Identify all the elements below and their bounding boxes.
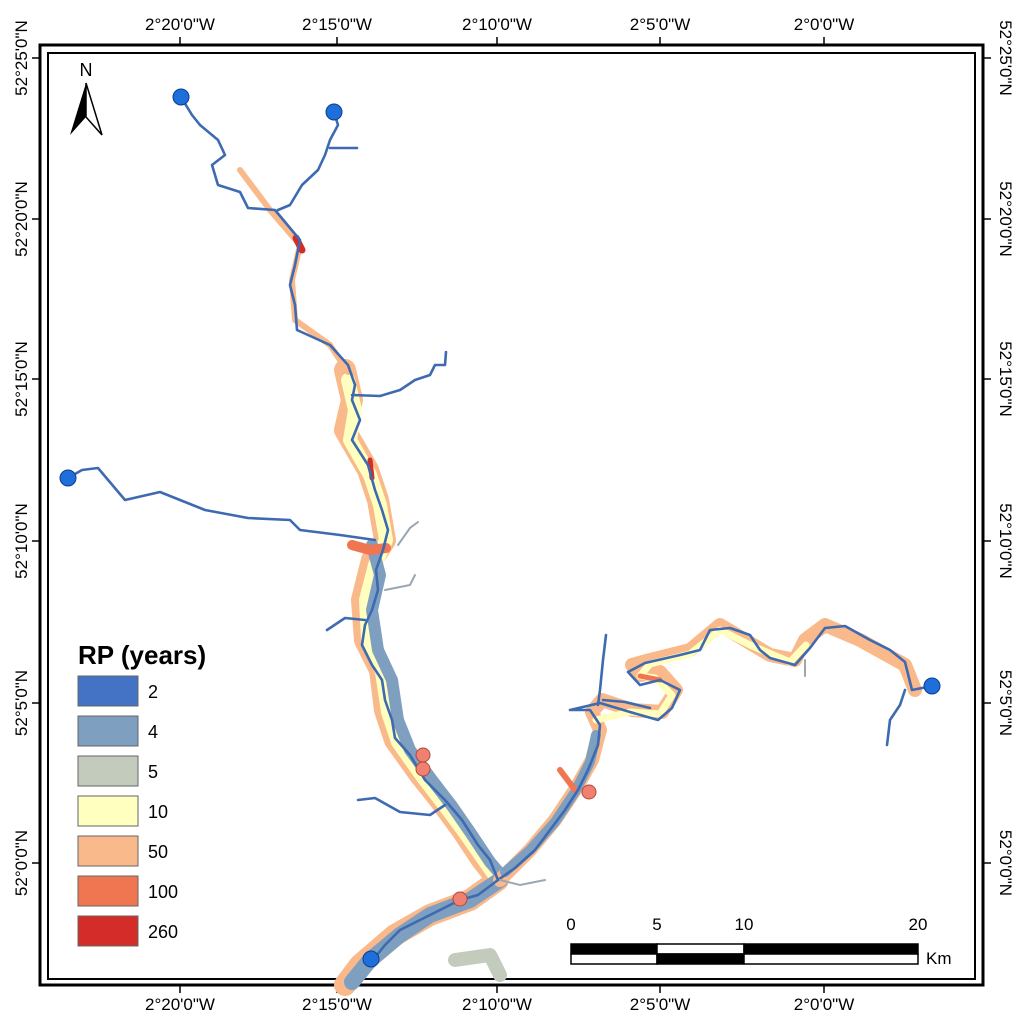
river-tributary-ne: [276, 110, 340, 212]
left-tick-label: 52°15'0"N: [12, 341, 31, 417]
bottom-tick-label: 2°20'0"W: [145, 995, 215, 1014]
left-tick-labels: 52°25'0"N 52°20'0"N 52°15'0"N 52°10'0"N …: [12, 20, 31, 896]
scale-unit: Km: [926, 949, 952, 968]
flood-zone-east-10yr: [592, 626, 810, 724]
flood-zone-lower-5yr: [448, 948, 507, 982]
legend-swatch: [77, 835, 139, 867]
scale-label: 5: [652, 915, 661, 934]
legend-label: 2: [148, 682, 158, 702]
flood-zone-east-4yr: [500, 730, 601, 877]
gauge-marker-salmon[interactable]: [452, 891, 468, 907]
flood-zone-100yr: [557, 767, 578, 793]
north-arrow: N: [70, 60, 103, 136]
river-tributary-grey: [384, 574, 416, 591]
left-tick-label: 52°25'0"N: [12, 20, 31, 96]
river-tributary-grey: [397, 521, 419, 546]
top-tick-labels: 2°20'0"W 2°15'0"W 2°10'0"W 2°5'0"W 2°0'0…: [145, 15, 854, 34]
north-arrow-icon: [70, 83, 86, 135]
legend-title: RP (years): [78, 640, 206, 670]
right-tick-labels: 52°25'0"N 52°20'0"N 52°15'0"N 52°10'0"N …: [996, 20, 1015, 896]
bottom-tick-labels: 2°20'0"W 2°15'0"W 2°10'0"W 2°5'0"W 2°0'0…: [145, 995, 854, 1014]
river-tributary-east-upper: [350, 350, 448, 398]
gauge-markers: [59, 88, 941, 968]
left-tick-label: 52°10'0"N: [12, 503, 31, 579]
river-tributary-lower-west: [356, 796, 447, 817]
scale-label: 10: [735, 915, 754, 934]
gauge-marker-blue[interactable]: [172, 88, 190, 106]
legend-label: 4: [148, 722, 158, 742]
map-inner-frame: [47, 52, 976, 980]
right-tick-label: 52°20'0"N: [996, 181, 1015, 257]
scale-segment: [743, 953, 919, 965]
legend-label: 260: [148, 922, 178, 942]
gauge-marker-salmon[interactable]: [415, 761, 431, 777]
river-tributary-side: [601, 698, 652, 710]
river-tributary-grey: [499, 879, 546, 887]
gauge-marker-blue[interactable]: [59, 469, 77, 487]
legend-label: 100: [148, 882, 178, 902]
left-tick-label: 52°0'0"N: [12, 830, 31, 896]
left-tick-label: 52°5'0"N: [12, 670, 31, 736]
scale-segment: [656, 953, 745, 965]
right-tick-label: 52°15'0"N: [996, 341, 1015, 417]
legend-swatch: [77, 675, 139, 707]
gauge-marker-blue[interactable]: [325, 103, 343, 121]
north-arrow-label: N: [80, 60, 93, 80]
bottom-tick-label: 2°0'0"W: [794, 995, 855, 1014]
river-network-grey: [384, 521, 806, 887]
river-tributary-mid-west: [325, 616, 367, 632]
legend-label: 50: [148, 842, 168, 862]
legend-swatch: [77, 915, 139, 947]
legend-swatch: [77, 795, 139, 827]
top-tick-label: 2°10'0"W: [462, 15, 532, 34]
scale-label: 0: [566, 915, 575, 934]
scale-bar: 0 5 10 20 Km: [566, 915, 951, 968]
legend-label: 10: [148, 802, 168, 822]
north-arrow-icon: [85, 82, 103, 136]
right-tick-label: 52°10'0"N: [996, 503, 1015, 579]
river-tributary-far-east: [885, 688, 907, 747]
river-tributary-north-east: [596, 633, 608, 707]
bottom-tick-label: 2°15'0"W: [302, 995, 372, 1014]
right-tick-label: 52°25'0"N: [996, 20, 1015, 96]
scale-segment: [570, 953, 658, 965]
top-tick-label: 2°5'0"W: [630, 15, 691, 34]
flood-zone-100yr: [637, 673, 663, 683]
river-tributary-west: [66, 466, 377, 542]
scale-segment: [743, 943, 919, 955]
right-tick-label: 52°0'0"N: [996, 830, 1015, 896]
gauge-marker-blue[interactable]: [362, 950, 380, 968]
scale-label: 20: [909, 915, 928, 934]
left-tick-label: 52°20'0"N: [12, 181, 31, 257]
river-channel-east: [496, 624, 934, 882]
legend: RP (years) 2 4 5 10 50 100 260: [77, 640, 206, 947]
bottom-tick-label: 2°5'0"W: [630, 995, 691, 1014]
river-channel-main: [179, 95, 500, 962]
flood-zone-100yr: [347, 540, 391, 555]
top-tick-label: 2°15'0"W: [302, 15, 372, 34]
right-tick-label: 52°5'0"N: [996, 670, 1015, 736]
top-tick-label: 2°0'0"W: [794, 15, 855, 34]
graticule-ticks: [32, 37, 991, 993]
gauge-marker-salmon[interactable]: [581, 784, 597, 800]
legend-swatch: [77, 755, 139, 787]
scale-segment: [656, 943, 745, 955]
scale-segment: [570, 943, 658, 955]
legend-swatch: [77, 715, 139, 747]
top-tick-label: 2°20'0"W: [145, 15, 215, 34]
river-network: [66, 95, 934, 962]
bottom-tick-label: 2°10'0"W: [462, 995, 532, 1014]
gauge-marker-blue[interactable]: [923, 677, 941, 695]
legend-label: 5: [148, 762, 158, 782]
gauge-marker-salmon[interactable]: [415, 747, 431, 763]
legend-swatch: [77, 875, 139, 907]
